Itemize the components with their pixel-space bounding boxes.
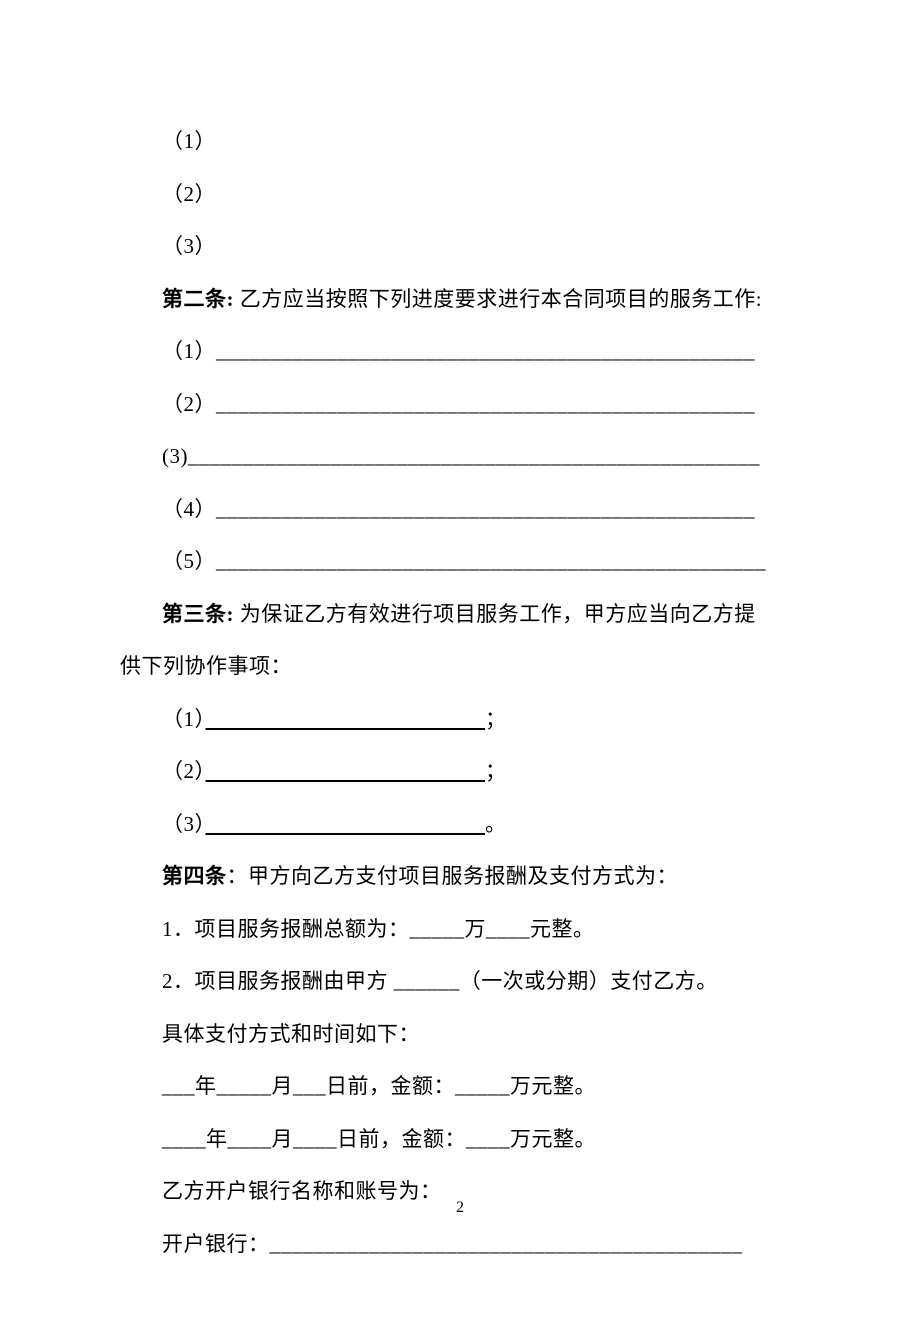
article3-item3: （3） 。 [120, 798, 800, 851]
article2-text: 乙方应当按照下列进度要求进行本合同项目的服务工作: [234, 287, 762, 311]
section1-item1: （1） [120, 115, 800, 168]
article4-heading: 第四条：甲方向乙方支付项目服务报酬及支付方式为： [120, 850, 800, 903]
article3-item3-suffix: 。 [485, 812, 507, 836]
article2-title: 第二条: [162, 287, 234, 311]
article4-line3: 具体支付方式和时间如下： [120, 1008, 800, 1061]
section1-item3: （3） [120, 220, 800, 273]
article4-line4: ___年_____月___日前，金额：_____万元整。 [120, 1060, 800, 1113]
article3-item2-suffix: ； [485, 759, 507, 783]
article3-item1: （1） ； [120, 693, 800, 746]
article4-line2: 2．项目服务报酬由甲方 ______（一次或分期）支付乙方。 [120, 955, 800, 1008]
article3-heading: 第三条: 为保证乙方有效进行项目服务工作，甲方应当向乙方提 [120, 588, 800, 641]
article2-heading: 第二条: 乙方应当按照下列进度要求进行本合同项目的服务工作: [120, 273, 800, 326]
page-number: 2 [456, 1199, 464, 1217]
article2-item3: (3)_____________________________________… [120, 430, 800, 483]
article3-text-cont: 供下列协作事项： [120, 640, 800, 693]
article3-item3-blank [206, 812, 486, 836]
article3-text: 为保证乙方有效进行项目服务工作，甲方应当向乙方提 [234, 602, 756, 626]
article4-title: 第四条 [162, 864, 227, 888]
article4-text: ：甲方向乙方支付项目服务报酬及支付方式为： [227, 864, 679, 888]
section1-item2: （2） [120, 168, 800, 221]
article4-line5: ____年____月____日前，金额：____万元整。 [120, 1113, 800, 1166]
article2-item1: （1）_____________________________________… [120, 325, 800, 378]
article2-item2: （2）_____________________________________… [120, 378, 800, 431]
article3-item2-prefix: （2） [162, 759, 206, 783]
article3-item1-blank [206, 707, 486, 731]
article2-item4: （4）_____________________________________… [120, 483, 800, 536]
article4-line7: 开户银行：___________________________________… [120, 1218, 800, 1271]
article3-title: 第三条: [162, 602, 234, 626]
article3-item1-prefix: （1） [162, 707, 206, 731]
document-page: （1） （2） （3） 第二条: 乙方应当按照下列进度要求进行本合同项目的服务工… [0, 0, 920, 1330]
article3-item2: （2） ； [120, 745, 800, 798]
article2-item5: （5）_____________________________________… [120, 535, 800, 588]
article4-line1: 1．项目服务报酬总额为：_____万____元整。 [120, 903, 800, 956]
article3-item1-suffix: ； [485, 707, 507, 731]
article3-item3-prefix: （3） [162, 812, 206, 836]
article3-item2-blank [206, 759, 486, 783]
